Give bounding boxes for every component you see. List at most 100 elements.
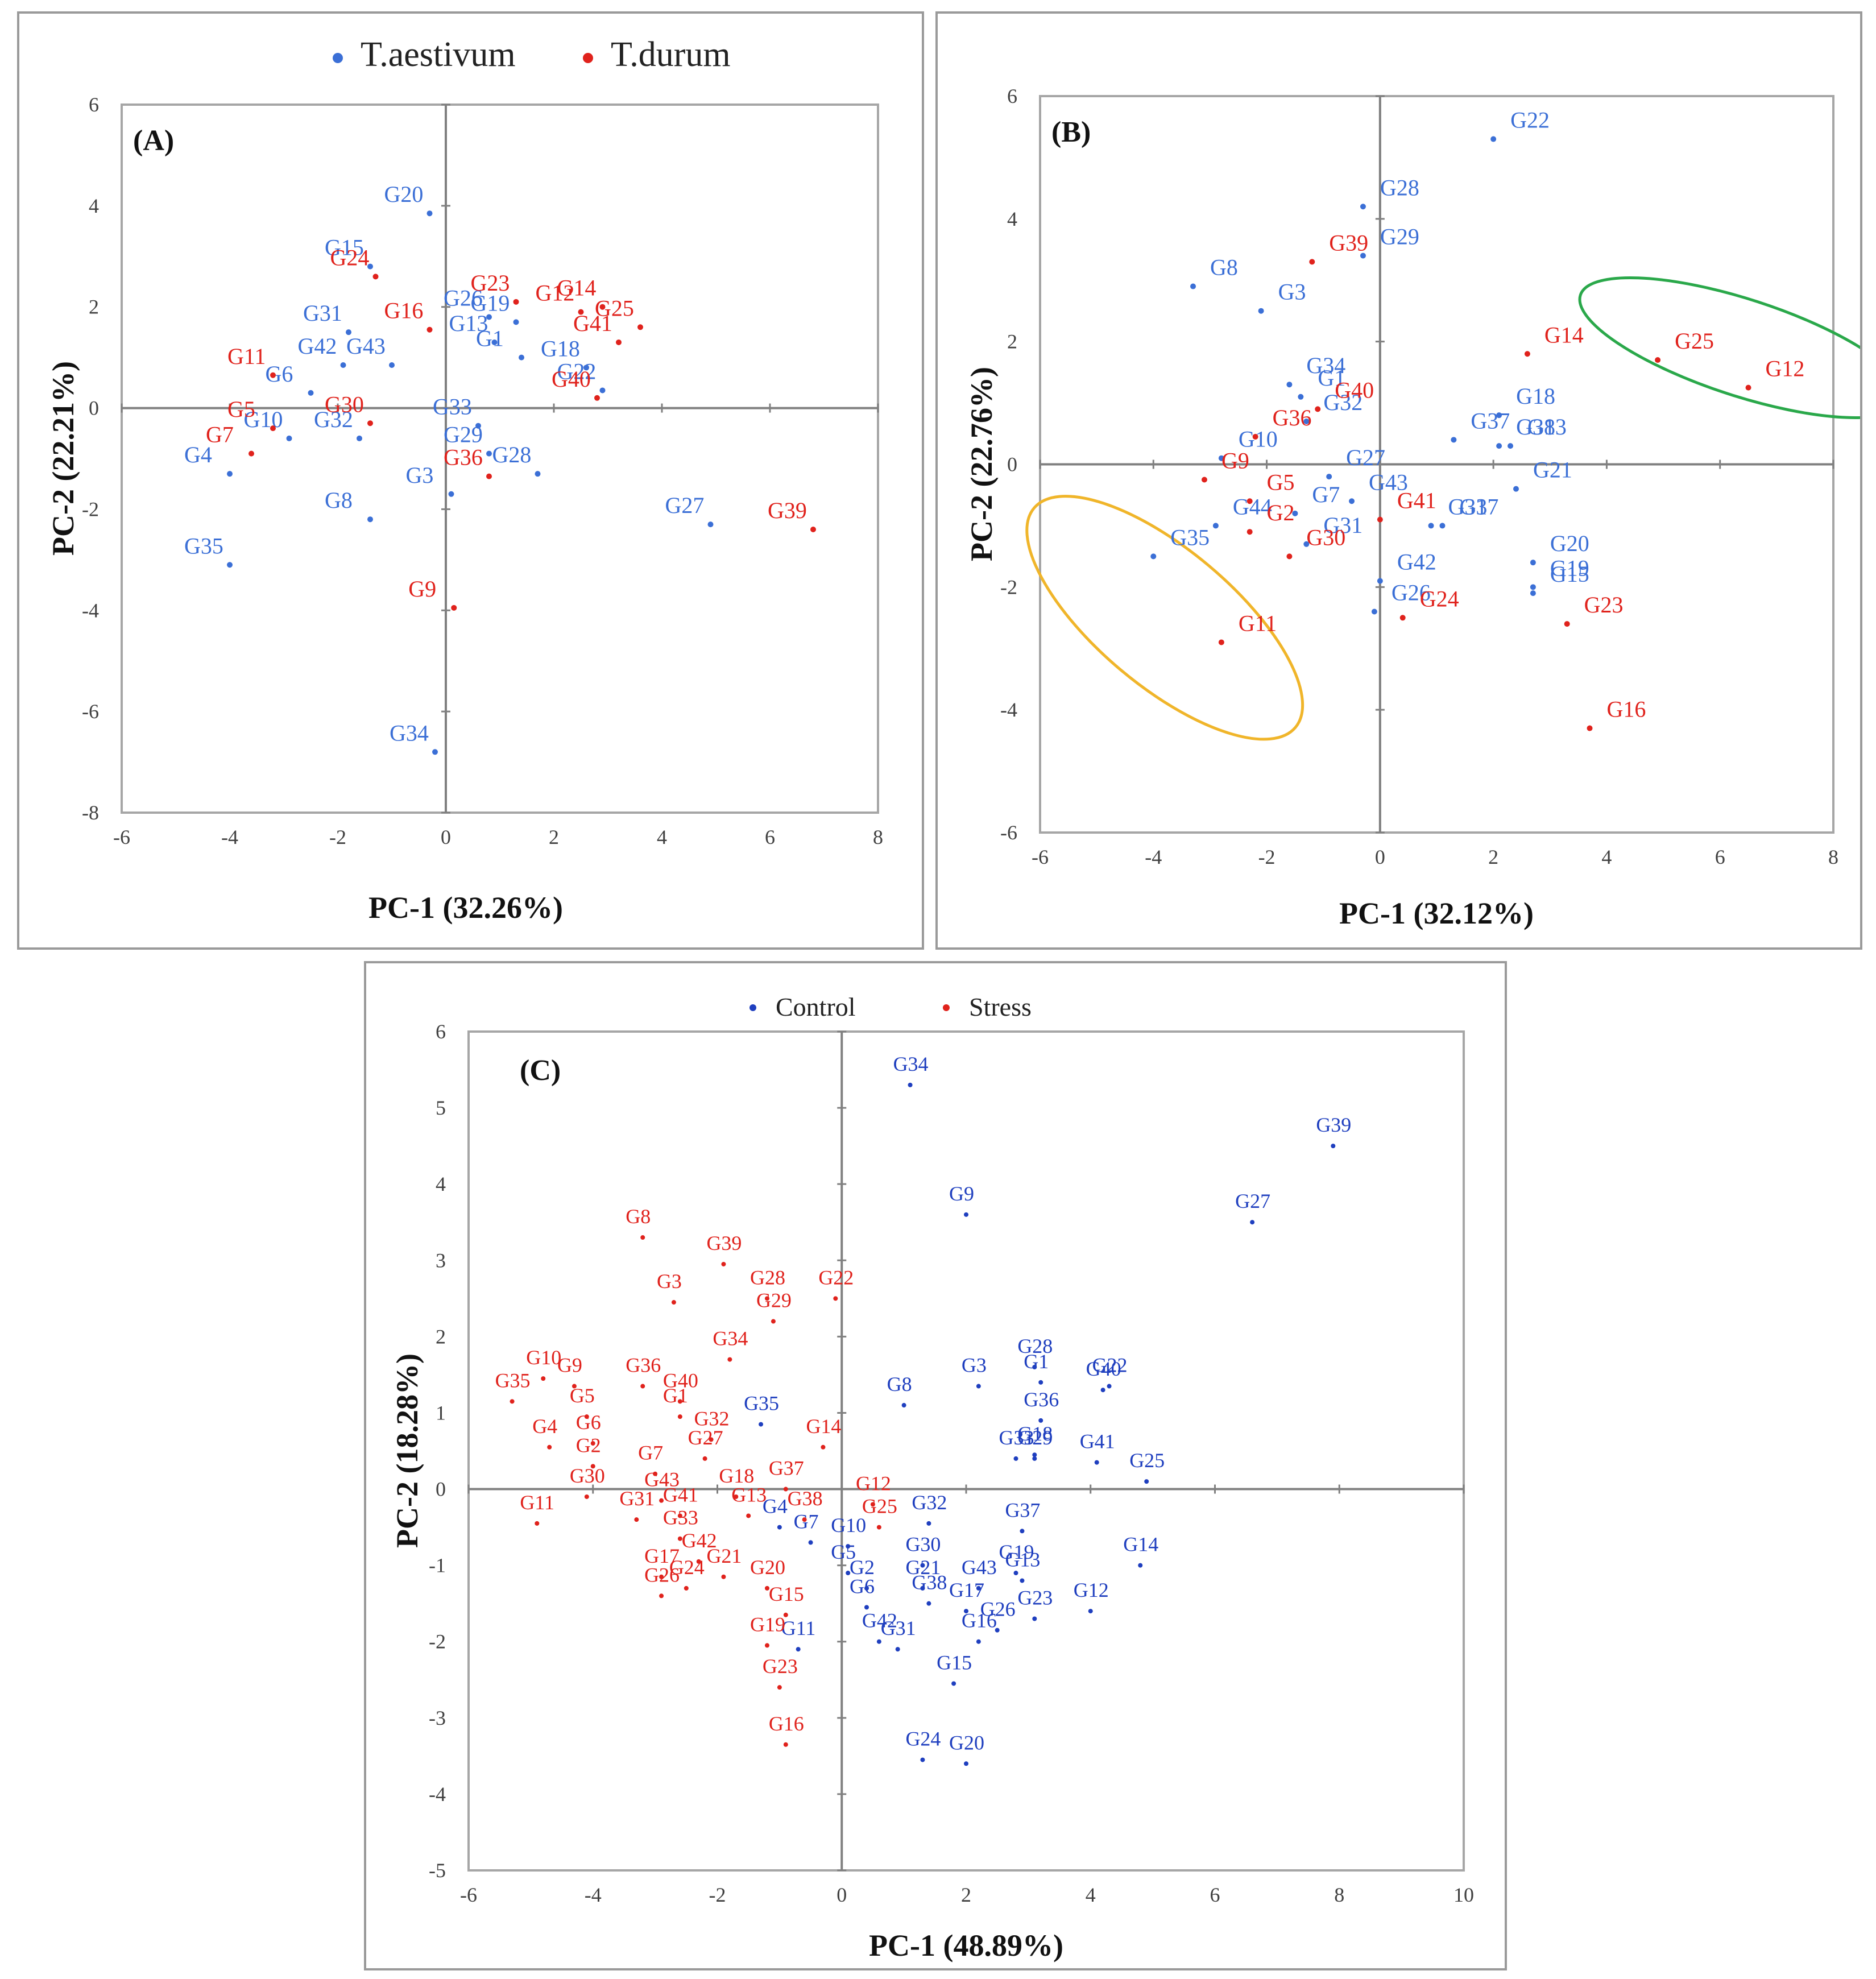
chart-c-svg: -6 -4 -2 0 2 4 6 8 10 -5 -4 -3 -2 -1 0 1 2 3 4 5 6 PC-1 (48.8…	[390, 992, 1474, 1963]
point-stress	[640, 1235, 645, 1240]
point-t-aestivum	[1530, 590, 1536, 597]
point-t-aestivum	[1150, 553, 1157, 560]
point-control	[920, 1757, 925, 1762]
point-label-stress: G3	[657, 1270, 682, 1293]
x-tick-label: 0	[836, 1883, 847, 1906]
point-label-stress: G31	[619, 1487, 655, 1510]
point-label-control: G11	[781, 1617, 816, 1639]
chart-a-svg: -6 -4 -2 0 2 4 6 8 -8 -6 -4 -2 0 2 4 6 PC-1 (32.26%) PC-2…	[46, 35, 883, 925]
point-label-control: G43	[962, 1556, 997, 1579]
point-control	[796, 1647, 801, 1652]
x-tick-label: 6	[1715, 846, 1725, 868]
point-t-aestivum	[475, 423, 481, 429]
point-stress	[721, 1261, 726, 1266]
point-control	[1020, 1578, 1025, 1583]
y-axis-title: PC-2 (18.28%)	[390, 1353, 424, 1548]
point-control	[1032, 1365, 1037, 1369]
legend-entry-t-durum: T.durum	[611, 35, 731, 74]
y-tick-label: 4	[1007, 208, 1017, 230]
point-t-durum	[594, 395, 600, 401]
legend-marker-control	[749, 1004, 756, 1011]
point-label-stress: G43	[644, 1468, 680, 1491]
x-tick-label: 0	[1375, 846, 1385, 868]
point-label-t-aestivum: G27	[1346, 445, 1385, 470]
point-label-t-durum: G36	[1273, 405, 1312, 430]
point-label-stress: G19	[750, 1613, 785, 1636]
point-stress	[783, 1742, 788, 1747]
y-tick-label: 3	[436, 1249, 446, 1272]
point-t-durum	[1524, 351, 1530, 357]
point-label-t-aestivum: G33	[1448, 494, 1488, 519]
point-t-aestivum	[346, 329, 351, 336]
point-label-stress: G40	[663, 1369, 698, 1392]
point-label-stress: G21	[706, 1545, 742, 1567]
point-label-stress: G34	[713, 1327, 748, 1350]
point-label-t-aestivum: G35	[184, 533, 223, 558]
point-label-control: G28	[1017, 1335, 1053, 1357]
point-label-t-durum: G40	[552, 366, 591, 392]
point-t-durum	[1564, 621, 1570, 627]
point-control	[976, 1639, 981, 1644]
point-t-durum	[1587, 725, 1593, 731]
point-label-control: G23	[1017, 1587, 1053, 1609]
point-label-stress: G29	[756, 1289, 792, 1312]
point-t-durum	[616, 339, 622, 345]
point-control	[951, 1681, 956, 1686]
point-label-t-aestivum: G1	[1318, 365, 1345, 391]
point-label-control: G32	[912, 1491, 947, 1514]
point-t-durum	[513, 299, 519, 305]
point-label-t-durum: G16	[1607, 697, 1646, 722]
point-stress	[727, 1357, 732, 1362]
point-label-control: G24	[905, 1728, 941, 1750]
point-control	[920, 1585, 925, 1591]
point-label-t-durum: G24	[330, 245, 370, 270]
point-t-aestivum	[448, 491, 454, 497]
x-tick-label: 4	[1086, 1883, 1096, 1906]
point-control	[976, 1384, 981, 1389]
point-t-durum	[270, 425, 276, 432]
point-label-stress: G9	[557, 1354, 582, 1377]
point-stress	[783, 1612, 788, 1617]
point-t-aestivum	[1439, 523, 1446, 529]
point-label-control: G9	[949, 1182, 974, 1205]
y-tick-label: 0	[1007, 453, 1017, 476]
point-label-t-aestivum: G43	[1369, 469, 1408, 495]
point-label-stress: G25	[862, 1495, 897, 1518]
point-label-t-durum: G39	[768, 498, 807, 523]
point-t-durum	[1655, 357, 1661, 363]
point-label-t-aestivum: G15	[1550, 561, 1589, 587]
point-stress	[721, 1574, 726, 1579]
point-label-stress: G18	[719, 1464, 754, 1487]
point-label-control: G18	[1017, 1422, 1053, 1445]
point-label-stress: G41	[663, 1483, 698, 1506]
point-t-durum	[372, 274, 379, 280]
point-stress	[510, 1399, 515, 1404]
y-tick-label: 4	[436, 1173, 446, 1195]
point-t-aestivum	[583, 365, 589, 371]
point-t-aestivum	[227, 471, 233, 477]
point-t-aestivum	[519, 354, 524, 361]
chart-b-svg: -6 -4 -2 0 2 4 6 8 -6 -4 -2 0 2 4 6 PC-1 (32.12%) PC-2 (…	[964, 85, 1860, 930]
y-tick-label: 4	[89, 194, 99, 217]
point-label-t-aestivum: G32	[314, 407, 353, 432]
chart-panel-a: -6 -4 -2 0 2 4 6 8 -8 -6 -4 -2 0 2 4 6 PC-1 (32.26%) PC-2…	[17, 11, 924, 950]
x-tick-label: 8	[873, 826, 883, 848]
point-t-aestivum	[1303, 541, 1310, 547]
point-t-aestivum	[1496, 443, 1502, 449]
point-label-t-durum: G30	[1306, 524, 1345, 550]
point-t-durum	[1315, 406, 1321, 412]
point-label-stress: G35	[495, 1369, 531, 1392]
point-stress	[833, 1296, 838, 1301]
y-tick-label: -4	[1000, 698, 1017, 721]
x-tick-label: 6	[765, 826, 775, 848]
point-label-control: G14	[1123, 1533, 1158, 1556]
point-t-aestivum	[367, 263, 373, 270]
point-stress	[702, 1456, 707, 1461]
point-stress	[870, 1502, 875, 1507]
y-tick-label: -4	[82, 599, 99, 622]
point-control	[1013, 1456, 1018, 1461]
point-t-durum	[367, 420, 373, 427]
point-label-stress: G23	[763, 1655, 798, 1678]
point-label-t-aestivum: G3	[1278, 279, 1306, 305]
point-label-t-aestivum: G3	[406, 462, 434, 488]
